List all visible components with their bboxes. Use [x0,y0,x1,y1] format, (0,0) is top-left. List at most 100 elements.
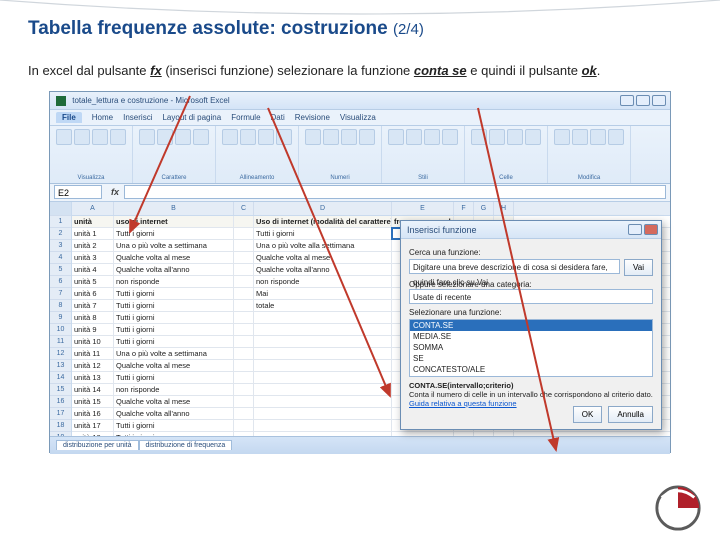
cell[interactable]: totale [254,300,392,311]
row-header[interactable]: 7 [50,288,71,300]
cell[interactable] [234,312,254,323]
cell[interactable] [254,348,392,359]
tab-visualizza[interactable]: Visualizza [340,113,376,122]
tab-revisione[interactable]: Revisione [295,113,330,122]
row-header[interactable]: 12 [50,348,71,360]
list-item[interactable]: CONTA.SE [410,320,652,331]
cell[interactable]: Tutti i giorni [114,228,234,239]
cell[interactable] [234,264,254,275]
col-header[interactable]: A [72,202,114,215]
cell[interactable]: Qualche volta all'anno [114,264,234,275]
cell[interactable]: unità 13 [72,372,114,383]
cell[interactable]: Tutti i giorni [114,420,234,431]
fx-button[interactable]: fx [106,187,124,197]
ribbon-group[interactable]: Stili [382,126,465,183]
ribbon-group[interactable]: Carattere [133,126,216,183]
row-header[interactable]: 19 [50,432,71,436]
cell[interactable]: Una o più volte a settimana [114,348,234,359]
cell[interactable] [234,384,254,395]
row-header[interactable]: 13 [50,360,71,372]
min-icon[interactable] [620,95,634,106]
cell[interactable]: Qualche volta al mese [114,396,234,407]
row-header[interactable]: 1 [50,216,71,228]
dlg-close-icon[interactable] [644,224,658,235]
cell[interactable] [234,240,254,251]
close-icon[interactable] [652,95,666,106]
sheet-tab[interactable]: distribuzione per unità [56,440,139,450]
cell[interactable]: unità 5 [72,276,114,287]
cell[interactable] [254,312,392,323]
cell[interactable] [234,348,254,359]
cell[interactable] [254,420,392,431]
ribbon-group[interactable]: Modifica [548,126,631,183]
cell[interactable]: Una o più volte a settimana [114,240,234,251]
cell[interactable]: unità 1 [72,228,114,239]
cell[interactable]: Qualche volta all'anno [254,264,392,275]
cell[interactable]: Uso di internet (modalità del carattere) [254,216,392,227]
cell[interactable] [254,324,392,335]
cell[interactable]: unità [72,216,114,227]
col-header[interactable]: F [454,202,474,215]
row-header[interactable]: 9 [50,312,71,324]
cell[interactable]: unità 11 [72,348,114,359]
cell[interactable]: Qualche volta all'anno [114,408,234,419]
row-header[interactable]: 2 [50,228,71,240]
cell[interactable]: unità 15 [72,396,114,407]
cell[interactable]: unità 18 [72,432,114,436]
cell[interactable]: Una o più volte alla settimana [254,240,392,251]
cell[interactable]: Mai [254,288,392,299]
tab-dati[interactable]: Dati [271,113,285,122]
row-header[interactable]: 10 [50,324,71,336]
cell[interactable]: Tutti i giorni [114,432,234,436]
cell[interactable]: Qualche volta al mese [114,252,234,263]
cell[interactable] [234,228,254,239]
cell[interactable] [494,432,514,436]
col-header[interactable]: D [254,202,392,215]
ok-button[interactable]: OK [573,406,603,423]
cell[interactable]: Tutti i giorni [114,324,234,335]
go-button[interactable]: Vai [624,259,653,276]
tab-file[interactable]: File [56,112,82,123]
cell[interactable]: Qualche volta al mese [114,360,234,371]
col-header[interactable]: B [114,202,234,215]
list-item[interactable]: MEDIA.SE [410,331,652,342]
cell[interactable] [254,432,392,436]
col-header[interactable]: C [234,202,254,215]
cell[interactable] [234,216,254,227]
cancel-button[interactable]: Annulla [608,406,653,423]
cell[interactable]: non risponde [114,276,234,287]
cell[interactable]: Tutti i giorni [114,288,234,299]
cell[interactable] [474,432,494,436]
cell[interactable]: unità 9 [72,324,114,335]
cell[interactable]: unità 8 [72,312,114,323]
cell[interactable]: Tutti i giorni [114,372,234,383]
row-header[interactable]: 17 [50,408,71,420]
cell[interactable] [254,408,392,419]
row-header[interactable]: 16 [50,396,71,408]
cell[interactable]: unità 6 [72,288,114,299]
cell[interactable] [254,360,392,371]
row-header[interactable]: 6 [50,276,71,288]
dlg-help-icon[interactable] [628,224,642,235]
cell[interactable]: Tutti i giorni [114,300,234,311]
cell[interactable]: unità 4 [72,264,114,275]
cell[interactable]: Tutti i giorni [114,336,234,347]
sheet-tab[interactable]: distribuzione di frequenza [139,440,233,450]
cell[interactable]: unità 17 [72,420,114,431]
row-header[interactable]: 11 [50,336,71,348]
cell[interactable] [254,336,392,347]
cell[interactable] [234,300,254,311]
formula-input[interactable] [124,185,666,199]
max-icon[interactable] [636,95,650,106]
cell[interactable] [234,396,254,407]
name-box[interactable]: E2 [54,185,102,199]
tab-formule[interactable]: Formule [231,113,260,122]
row-header[interactable]: 18 [50,420,71,432]
cell[interactable]: non risponde [254,276,392,287]
cell[interactable] [234,408,254,419]
cell[interactable] [254,372,392,383]
cell[interactable]: unità 10 [72,336,114,347]
cell[interactable] [392,432,454,436]
row-header[interactable]: 8 [50,300,71,312]
ribbon-group[interactable]: Allineamento [216,126,299,183]
